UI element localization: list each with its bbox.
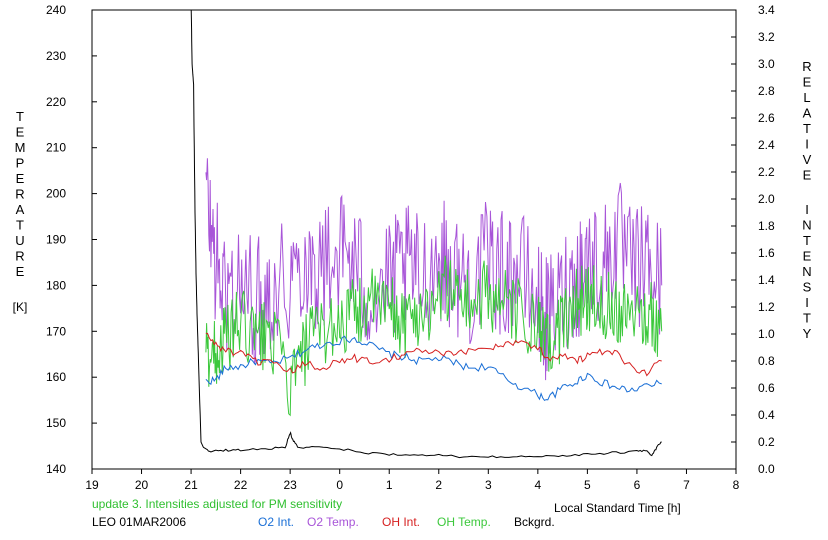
right-label-letter: T — [803, 121, 811, 136]
right-label-letter: N — [802, 218, 811, 233]
x-tick-label: 8 — [733, 478, 740, 492]
right-tick-label: 3.0 — [758, 57, 775, 71]
right-label-letter: I — [805, 137, 809, 152]
right-label-letter: T — [803, 233, 811, 248]
x-tick-label: 1 — [386, 478, 393, 492]
right-axis-ticks: 0.0 0.2 0.4 0.6 0.8 1.0 1.2 1.4 1.6 1.8 2.0 2.2 2.4 2… — [731, 3, 775, 476]
right-label-letter: V — [803, 152, 812, 167]
plot-frame — [91, 9, 737, 470]
left-label-letter: E — [16, 171, 25, 186]
x-axis-label: Local Standard Time [h] — [554, 501, 681, 515]
legend-bckgrd: Bckgrd. — [514, 515, 555, 529]
left-label-letter: M — [15, 140, 26, 155]
left-label-letter: E — [16, 125, 25, 140]
x-tick-label: 22 — [234, 478, 248, 492]
right-tick-label: 2.2 — [758, 165, 775, 179]
left-label-letter: R — [15, 249, 24, 264]
x-tick-label: 21 — [184, 478, 198, 492]
left-label-letter: R — [15, 187, 24, 202]
right-tick-label: 2.0 — [758, 192, 775, 206]
left-tick-label: 240 — [46, 3, 66, 17]
left-axis-ticks: 140 150 160 170 180 190 200 210 220 230 240 — [46, 3, 97, 476]
right-tick-label: 1.4 — [758, 273, 775, 287]
annotation-text: update 3. Intensities adjusted for PM se… — [92, 497, 342, 511]
left-label-letter: U — [15, 233, 24, 248]
right-tick-label: 0.8 — [758, 354, 775, 368]
left-label-letter: T — [16, 109, 24, 124]
left-tick-label: 220 — [46, 95, 66, 109]
series-o2-int-line — [205, 335, 662, 402]
right-label-letter: Y — [803, 326, 812, 341]
right-tick-label: 0.6 — [758, 381, 775, 395]
left-tick-label: 230 — [46, 49, 66, 63]
left-tick-label: 140 — [46, 462, 66, 476]
right-tick-label: 1.0 — [758, 327, 775, 341]
left-tick-label: 190 — [46, 233, 66, 247]
x-tick-label: 3 — [485, 478, 492, 492]
left-label-letter: P — [16, 156, 25, 171]
left-label-letter: T — [16, 218, 24, 233]
right-label-letter: A — [803, 106, 812, 121]
series-layer — [190, 9, 663, 459]
x-tick-label: 20 — [135, 478, 149, 492]
x-tick-label: 19 — [85, 478, 99, 492]
right-tick-label: 2.4 — [758, 138, 775, 152]
right-label-letter: R — [802, 59, 811, 74]
x-tick-label: 23 — [283, 478, 297, 492]
right-tick-label: 3.4 — [758, 3, 775, 17]
right-tick-label: 1.8 — [758, 219, 775, 233]
left-tick-label: 170 — [46, 324, 66, 338]
left-axis-unit: [K] — [13, 300, 28, 314]
right-tick-label: 1.2 — [758, 300, 775, 314]
station-date: LEO 01MAR2006 — [92, 515, 186, 529]
x-tick-label: 5 — [584, 478, 591, 492]
right-label-letter: N — [802, 264, 811, 279]
right-tick-label: 2.8 — [758, 84, 775, 98]
legend-o2-int: O2 Int. — [258, 515, 294, 529]
right-label-letter: S — [803, 280, 812, 295]
x-tick-label: 2 — [435, 478, 442, 492]
series-oh-int-line — [205, 332, 662, 377]
right-tick-label: 0.2 — [758, 435, 775, 449]
right-label-letter: I — [805, 202, 809, 217]
right-tick-label: 2.6 — [758, 111, 775, 125]
right-label-letter: E — [803, 75, 812, 90]
x-tick-label: 7 — [683, 478, 690, 492]
x-axis-ticks: 19 20 21 22 23 0 1 2 3 4 5 6 7 8 — [85, 469, 740, 492]
series-oh-temp-line — [205, 255, 663, 417]
legend-oh-temp: OH Temp. — [437, 515, 491, 529]
left-tick-label: 200 — [46, 187, 66, 201]
right-label-letter: I — [805, 295, 809, 310]
x-tick-label: 6 — [634, 478, 641, 492]
right-label-letter: E — [803, 168, 812, 183]
left-tick-label: 180 — [46, 278, 66, 292]
x-tick-label: 4 — [535, 478, 542, 492]
right-label-letter: L — [803, 90, 810, 105]
left-label-letter: E — [16, 264, 25, 279]
legend-o2-temp: O2 Temp. — [307, 515, 359, 529]
series-bckgrd-line — [190, 9, 662, 459]
left-label-letter: A — [16, 202, 25, 217]
legend-oh-int: OH Int. — [382, 515, 420, 529]
left-tick-label: 150 — [46, 416, 66, 430]
right-tick-label: 0.0 — [758, 462, 775, 476]
left-tick-label: 160 — [46, 370, 66, 384]
left-tick-label: 210 — [46, 141, 66, 155]
right-tick-label: 1.6 — [758, 246, 775, 260]
right-tick-label: 0.4 — [758, 408, 775, 422]
x-tick-label: 0 — [336, 478, 343, 492]
right-tick-label: 3.2 — [758, 30, 775, 44]
right-label-letter: T — [803, 311, 811, 326]
right-label-letter: E — [803, 249, 812, 264]
